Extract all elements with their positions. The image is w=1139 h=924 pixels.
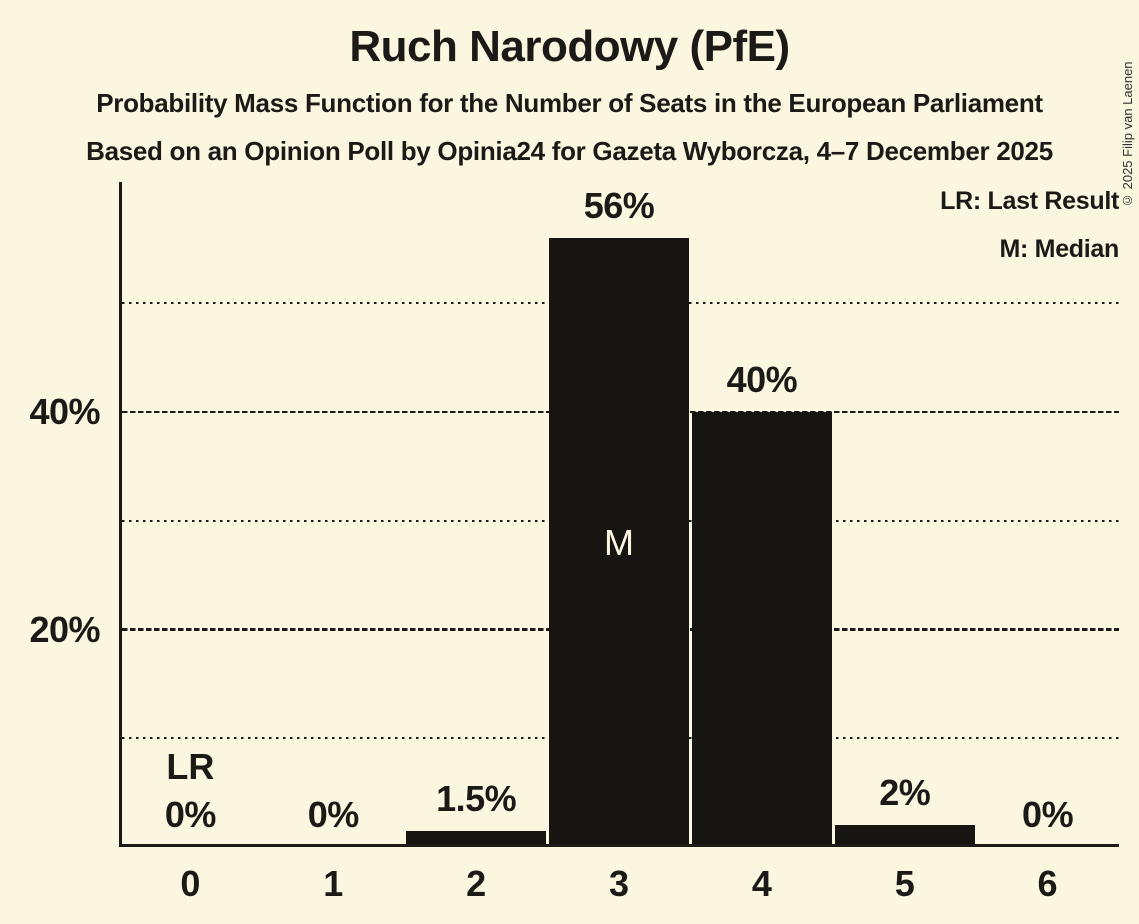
last-result-label: LR: [166, 746, 215, 787]
bar-seat-4: [691, 412, 832, 847]
chart-source-line: Based on an Opinion Poll by Opinia24 for…: [86, 136, 1053, 166]
page-title: Ruch Narodowy (PfE): [349, 22, 790, 71]
bar-value-label-3: 56%: [583, 185, 655, 226]
legend-last-result: LR: Last Result: [940, 187, 1119, 215]
bar-value-label-5: 2%: [879, 772, 931, 814]
y-axis-label-40: 40%: [29, 391, 100, 432]
copyright-text: © 2025 Filip van Laenen: [1120, 61, 1135, 208]
x-tick-label-6: 6: [1037, 863, 1058, 904]
bar-seat-3: [549, 238, 689, 847]
bar-value-label-2: 1.5%: [436, 777, 517, 819]
bar-value-label-4: 40%: [726, 359, 798, 400]
x-tick-label-4: 4: [751, 863, 772, 904]
chart-subtitle: Probability Mass Function for the Number…: [96, 88, 1043, 118]
bar-value-label-1: 0%: [307, 794, 360, 835]
x-tick-label-3: 3: [608, 863, 629, 904]
plot-area: 0% 0% 1.5% 56% 40% 2% 0% LR M: [119, 182, 1119, 847]
bar-value-label-6: 0%: [1022, 794, 1074, 835]
median-label: M: [603, 521, 634, 563]
x-tick-label-1: 1: [323, 863, 344, 904]
x-tick-label-0: 0: [180, 863, 201, 904]
bar-seat-5: [834, 825, 975, 847]
y-axis-line: [119, 182, 122, 847]
y-axis-label-20: 20%: [29, 608, 100, 650]
x-axis-line: [119, 844, 1119, 847]
x-tick-label-5: 5: [894, 863, 915, 904]
x-tick-label-2: 2: [466, 863, 487, 904]
legend-median: M: Median: [999, 235, 1119, 263]
bar-value-label-0: 0%: [164, 794, 217, 835]
bar-seat-2: [406, 830, 547, 847]
